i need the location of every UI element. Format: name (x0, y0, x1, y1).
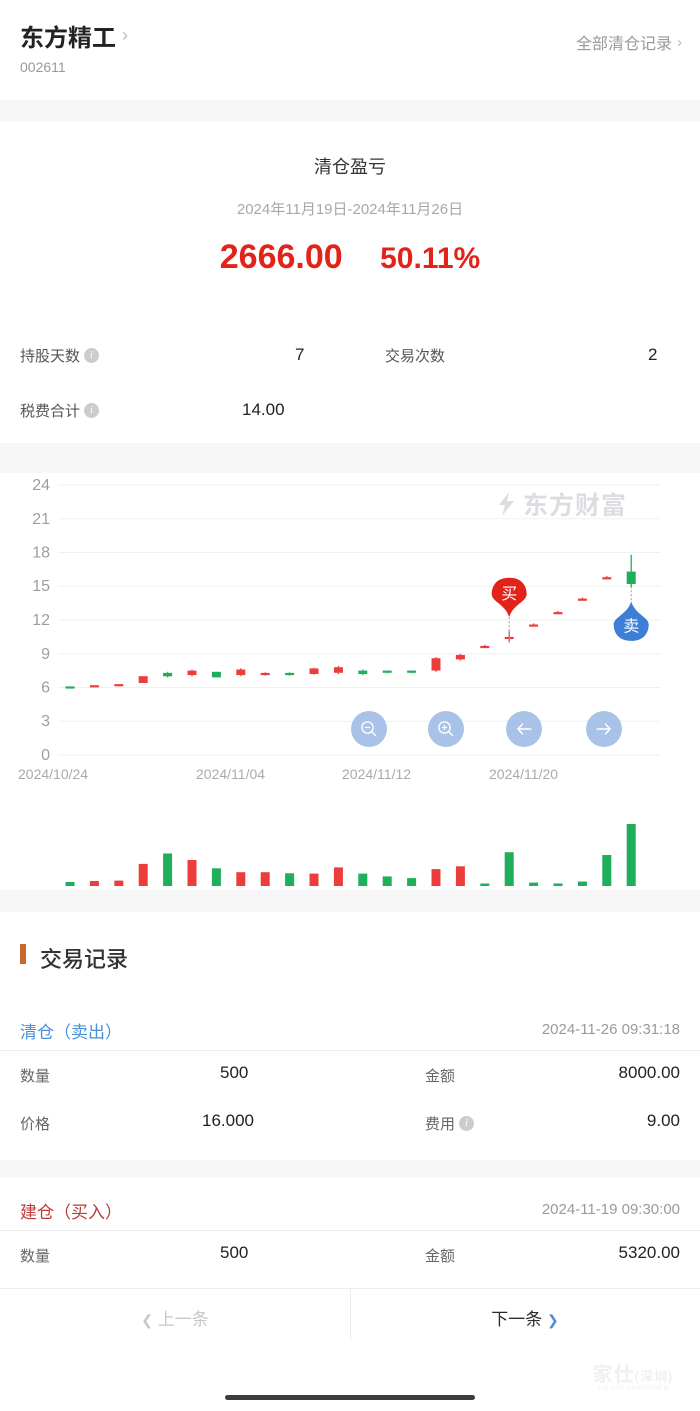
svg-text:24: 24 (32, 477, 50, 494)
svg-text:卖: 卖 (623, 612, 639, 636)
svg-text:9: 9 (41, 646, 50, 663)
svg-text:21: 21 (32, 511, 50, 528)
svg-text:6: 6 (41, 680, 50, 697)
svg-text:0: 0 (41, 747, 50, 764)
svg-text:12: 12 (32, 612, 50, 629)
svg-text:18: 18 (32, 545, 50, 562)
svg-text:15: 15 (32, 578, 50, 595)
svg-text:3: 3 (41, 713, 50, 730)
svg-text:买: 买 (501, 580, 517, 604)
